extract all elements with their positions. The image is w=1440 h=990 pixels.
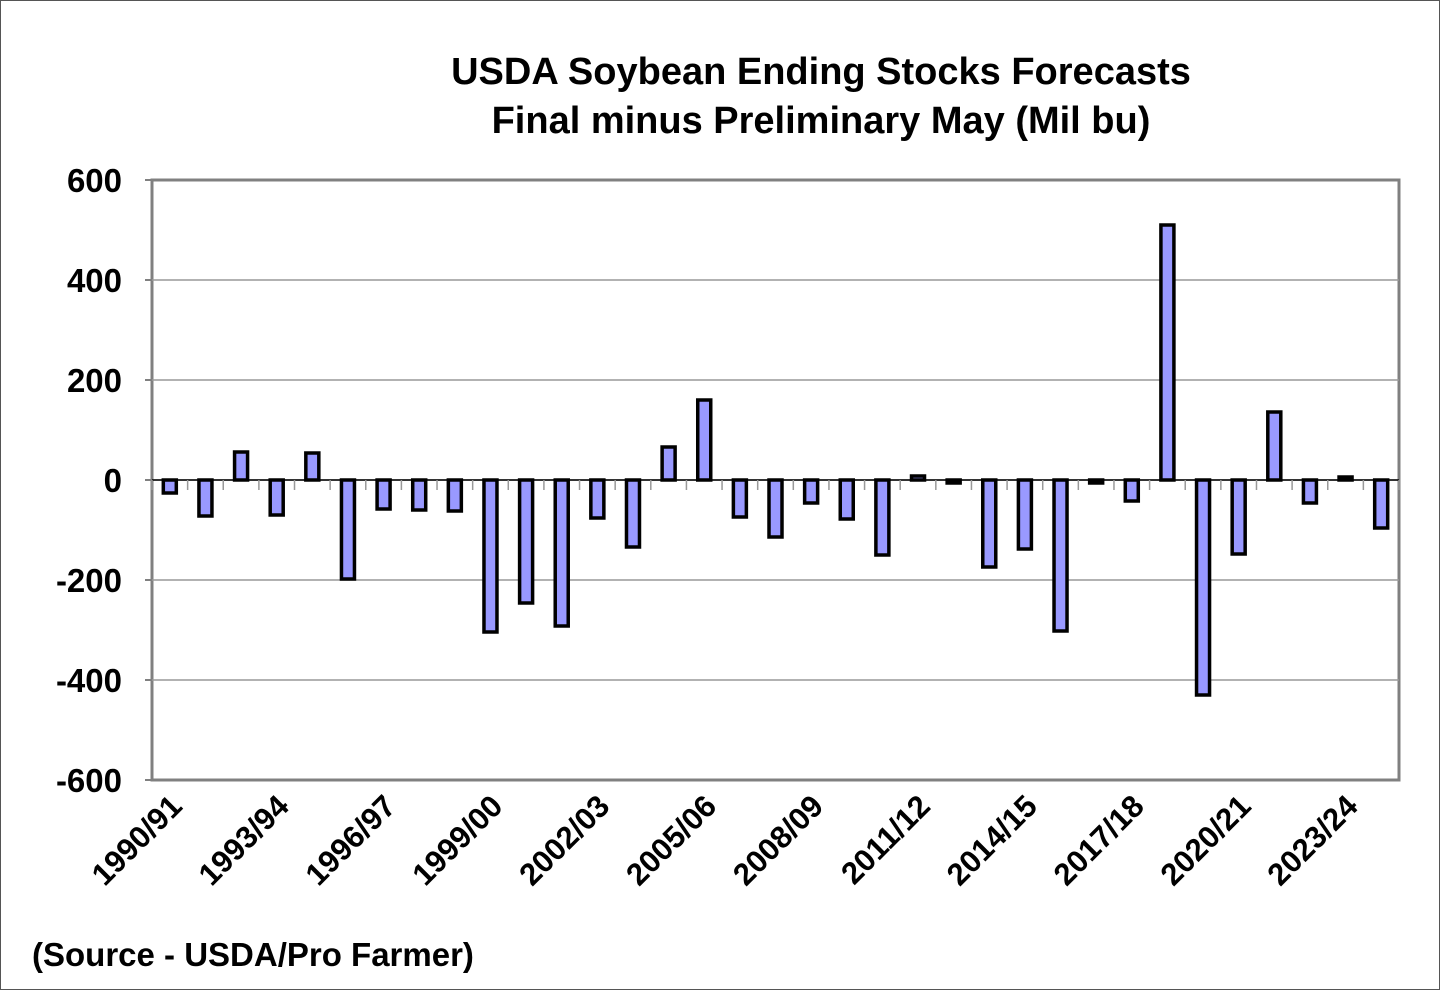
bar-1997/98 [410,478,428,512]
x-tick-label: 1990/91 [85,788,189,892]
bar-1995/96 [339,478,357,581]
bar-2024/25 [1372,478,1390,530]
bar-2017/18 [1123,478,1141,503]
bar-2005/06 [695,398,713,482]
bar-1990/91 [161,478,179,495]
bar-1996/97 [375,478,392,511]
source-note: (Source - USDA/Pro Farmer) [32,936,474,973]
bar-2000/01 [517,478,535,605]
chart-title: USDA Soybean Ending Stocks Forecasts [451,51,1191,93]
bar-2006/07 [731,478,749,519]
bar-2011/12 [909,474,927,482]
bar-2004/05 [660,445,677,482]
bar-2014/15 [1016,478,1034,551]
y-tick-label: -600 [56,762,122,799]
bar-2009/10 [838,478,856,521]
y-tick-label: 400 [67,262,122,299]
x-tick-label: 2023/24 [1261,788,1366,893]
bar-2016/17 [1087,478,1105,485]
bar-2019/20 [1194,478,1212,697]
chart-subtitle: Final minus Preliminary May (Mil bu) [492,100,1151,142]
x-tick-label: 2014/15 [940,788,1044,892]
bar-1998/99 [446,478,464,513]
bar-2010/11 [874,478,891,557]
x-tick-label: 2017/18 [1047,788,1151,892]
bar-2012/13 [945,478,962,485]
bar-2007/08 [767,478,784,539]
bar-1992/93 [232,450,250,482]
x-tick-label: 1996/97 [299,788,403,892]
bar-1991/92 [197,478,214,518]
bar-1993/94 [268,478,285,517]
y-tick-label: 200 [67,362,122,399]
bar-2020/21 [1230,478,1247,556]
bar-2001/02 [553,478,570,628]
x-tick-label: 2005/06 [619,788,723,892]
x-tick-label: 1993/94 [192,788,297,893]
x-tick-label: 2008/09 [726,788,830,892]
bar-2013/14 [981,478,998,569]
bar-2002/03 [589,478,606,520]
y-tick-label: -200 [56,562,122,599]
y-tick-label: 600 [67,162,122,199]
x-tick-label: 2020/21 [1154,788,1258,892]
bar-2021/22 [1266,410,1283,482]
bar-1994/95 [304,451,321,482]
bar-1999/00 [482,478,499,634]
bar-2023/24 [1337,475,1354,482]
bar-2008/09 [802,478,820,505]
bar-2003/04 [624,478,642,549]
x-tick-label: 2002/03 [512,788,616,892]
x-tick-label: 1999/00 [405,788,509,892]
bar-2022/23 [1301,478,1319,505]
x-tick-label: 2011/12 [834,788,937,891]
y-tick-label: -400 [56,662,122,699]
bar-2018/19 [1159,223,1176,482]
y-tick-label: 0 [104,462,122,499]
bar-2015/16 [1052,478,1069,633]
